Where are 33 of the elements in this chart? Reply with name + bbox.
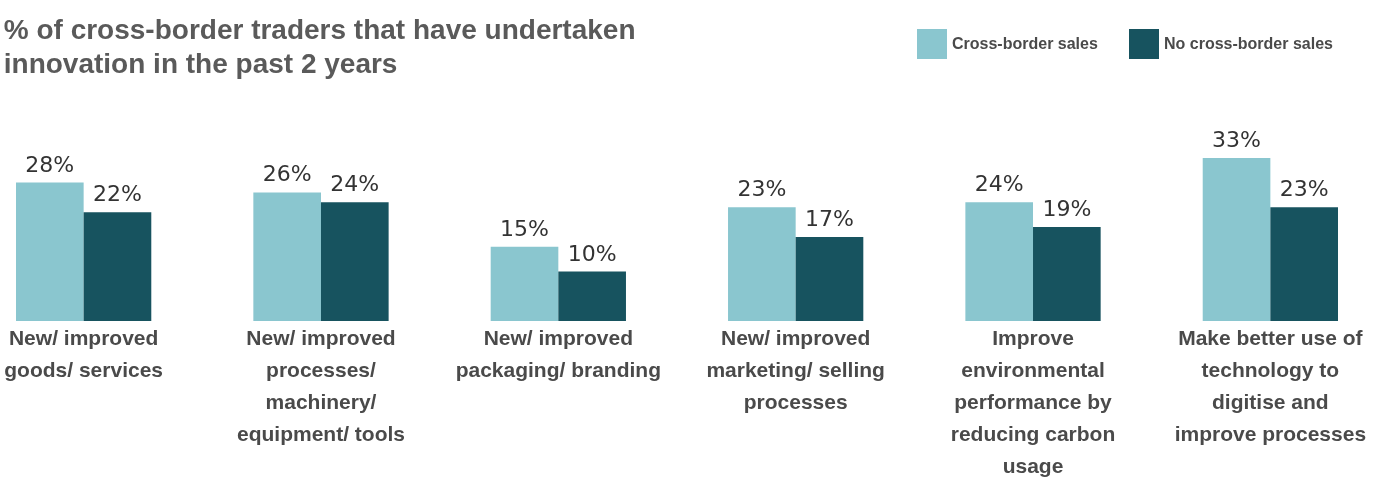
x-tick-label: New/ improved marketing/ selling processes bbox=[706, 325, 885, 413]
x-tick-label: Make better use of technology to digitise and improve processes bbox=[1174, 325, 1367, 445]
data-label: 23% bbox=[737, 176, 787, 202]
x-tick-label: New/ improved processes/ machinery/ equipment/ tools bbox=[236, 325, 405, 445]
x-tick-label: Improve environmental performance by reducing carbon usage bbox=[950, 325, 1116, 477]
x-tick-label: New/ improved packaging/ branding bbox=[455, 325, 662, 381]
bar bbox=[558, 271, 626, 321]
bar bbox=[16, 182, 84, 321]
data-label: 24% bbox=[974, 171, 1024, 197]
data-label: 22% bbox=[93, 181, 142, 207]
legend-label: No cross-border sales bbox=[1164, 35, 1334, 52]
data-label: 26% bbox=[262, 161, 312, 187]
data-label: 23% bbox=[1279, 176, 1329, 202]
bar bbox=[320, 202, 389, 321]
data-label: 15% bbox=[500, 215, 549, 241]
bar bbox=[1270, 207, 1338, 321]
bar bbox=[1202, 157, 1271, 321]
data-label: 17% bbox=[805, 205, 854, 231]
bar bbox=[728, 207, 796, 321]
data-label: 19% bbox=[1042, 196, 1092, 222]
bar bbox=[83, 212, 152, 321]
legend-label: Cross-border sales bbox=[952, 35, 1098, 52]
data-label: 33% bbox=[1212, 126, 1261, 152]
data-label: 10% bbox=[567, 240, 617, 266]
data-label: 28% bbox=[25, 151, 75, 177]
bar bbox=[965, 202, 1034, 321]
bar bbox=[1033, 227, 1101, 321]
bar bbox=[795, 236, 864, 321]
bar bbox=[253, 192, 321, 321]
x-tick-label: New/ improved goods/ services bbox=[4, 325, 164, 381]
data-label: 24% bbox=[330, 171, 380, 197]
chart-title: % of cross-border traders that have undertaken innovation in the past 2 years bbox=[3, 13, 636, 79]
bar bbox=[490, 246, 559, 321]
